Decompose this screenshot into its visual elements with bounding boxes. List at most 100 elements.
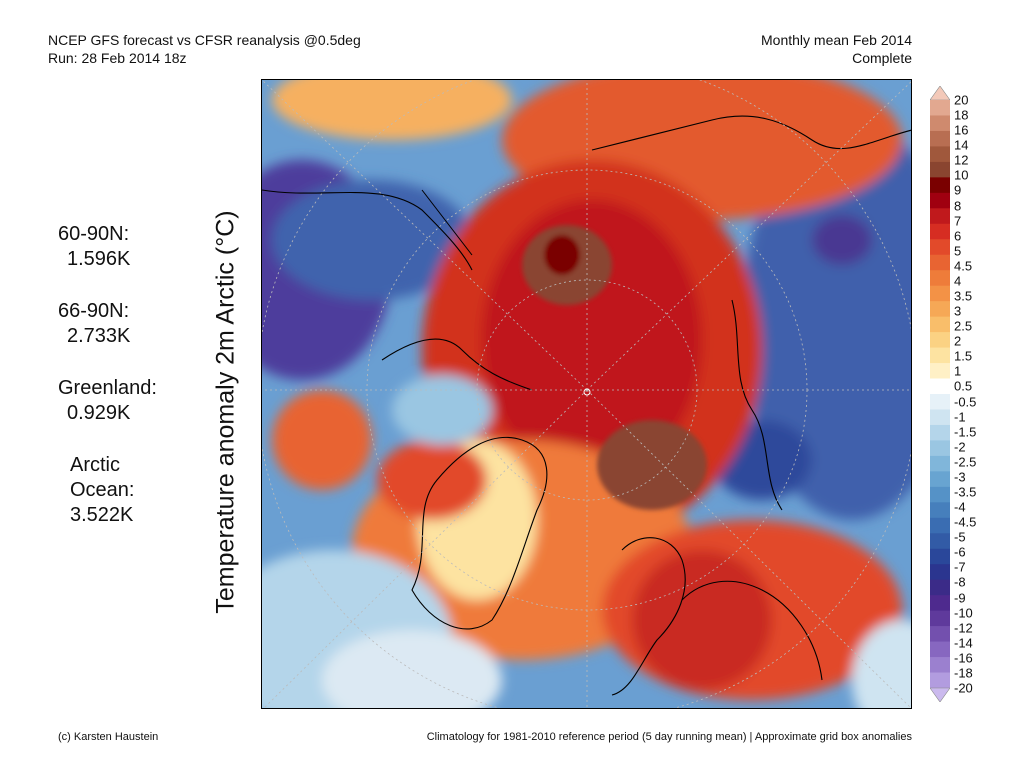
colorbar-segment bbox=[930, 192, 950, 209]
colorbar-label: -3 bbox=[954, 469, 966, 485]
colorbar-label: 9 bbox=[954, 182, 962, 198]
colorbar-label: -2.5 bbox=[954, 454, 977, 470]
colorbar-label: -7 bbox=[954, 559, 966, 575]
stat-value: 0.929K bbox=[67, 402, 131, 424]
colorbar-segment bbox=[930, 239, 950, 256]
colorbar-label: -5 bbox=[954, 529, 966, 545]
colorbar-segment bbox=[930, 471, 950, 488]
colorbar-segment bbox=[930, 533, 950, 550]
colorbar-label: 18 bbox=[954, 107, 969, 123]
dateline-boundary bbox=[421, 189, 473, 256]
header-left: NCEP GFS forecast vs CFSR reanalysis @0.… bbox=[48, 31, 361, 67]
colorbar-label: 1.5 bbox=[954, 348, 973, 364]
colorbar-segment bbox=[930, 641, 950, 658]
anomaly-field bbox=[262, 80, 911, 708]
copyright: (c) Karsten Haustein bbox=[58, 731, 159, 743]
colorbar-segment bbox=[930, 270, 950, 287]
colorbar-segment bbox=[930, 502, 950, 519]
colorbar-label: -10 bbox=[954, 605, 973, 621]
colorbar-label: 5 bbox=[954, 243, 962, 259]
colorbar-segment bbox=[930, 254, 950, 271]
colorbar-segment bbox=[930, 595, 950, 612]
colorbar-label: -1.5 bbox=[954, 424, 977, 440]
colorbar-label: -8 bbox=[954, 574, 966, 590]
regional-stats: 60-90N: 1.596K 66-90N: 2.733K Greenland:… bbox=[58, 222, 208, 555]
colorbar-segment bbox=[930, 564, 950, 581]
colorbar-top-arrow bbox=[930, 86, 950, 101]
colorbar-segment bbox=[930, 332, 950, 349]
colorbar-segment bbox=[930, 440, 950, 457]
stat-label: Greenland: bbox=[58, 377, 157, 399]
colorbar-label: -12 bbox=[954, 620, 973, 636]
colorbar-segment bbox=[930, 517, 950, 534]
north-pole-marker bbox=[583, 388, 591, 396]
colorbar-label: -18 bbox=[954, 665, 973, 681]
colorbar-label: -0.5 bbox=[954, 394, 977, 410]
colorbar-segment bbox=[930, 657, 950, 674]
colorbar-segment bbox=[930, 161, 950, 178]
colorbar-segment bbox=[930, 223, 950, 240]
stat-label: 60-90N: bbox=[58, 223, 130, 245]
anomaly-maxima bbox=[522, 225, 707, 510]
colorbar-segment bbox=[930, 394, 950, 410]
colorbar-segment bbox=[930, 610, 950, 627]
stat-value: 3.522K bbox=[70, 504, 134, 526]
header-right: Monthly mean Feb 2014 Complete bbox=[761, 31, 912, 67]
colorbar-label: 10 bbox=[954, 167, 969, 183]
colorbar-segment bbox=[930, 672, 950, 689]
colorbar-label: 3 bbox=[954, 303, 962, 319]
stat-value: 2.733K bbox=[67, 325, 131, 347]
colorbar-segment bbox=[930, 548, 950, 565]
colorbar-segment bbox=[930, 177, 950, 194]
stat-60-90n: 60-90N: 1.596K bbox=[58, 222, 208, 272]
colorbar-segment bbox=[930, 146, 950, 163]
colorbar-label: -9 bbox=[954, 590, 966, 606]
run-time: Run: 28 Feb 2014 18z bbox=[48, 50, 187, 66]
colorbar-label: 8 bbox=[954, 198, 962, 214]
colorbar-label: 4 bbox=[954, 273, 962, 289]
colorbar-label: 2.5 bbox=[954, 318, 973, 334]
model-title: NCEP GFS forecast vs CFSR reanalysis @0.… bbox=[48, 32, 361, 48]
colorbar-segment bbox=[930, 579, 950, 596]
colorbar-label: -16 bbox=[954, 650, 973, 666]
colorbar-segment bbox=[930, 424, 950, 441]
colorbar-label: 7 bbox=[954, 213, 962, 229]
colorbar-segment bbox=[930, 455, 950, 472]
climatology-note: Climatology for 1981-2010 reference peri… bbox=[426, 731, 912, 743]
colorbar-label: -3.5 bbox=[954, 484, 977, 500]
stat-greenland: Greenland: 0.929K bbox=[58, 376, 208, 426]
colorbar-segment bbox=[930, 316, 950, 333]
colorbar-label: -4 bbox=[954, 499, 966, 515]
colorbar-segment bbox=[930, 115, 950, 132]
colorbar-label: -20 bbox=[954, 680, 973, 696]
colorbar-segment bbox=[930, 130, 950, 147]
colorbar-label: -4.5 bbox=[954, 514, 977, 530]
colorbar-label: 0.5 bbox=[954, 378, 973, 394]
colorbar-label: 14 bbox=[954, 137, 969, 153]
stat-66-90n: 66-90N: 2.733K bbox=[58, 299, 208, 349]
colorbar-label: 20 bbox=[954, 92, 969, 108]
colorbar-label: 16 bbox=[954, 122, 969, 138]
colorbar-label: 2 bbox=[954, 333, 962, 349]
colorbar-bottom-arrow bbox=[930, 687, 950, 702]
colorbar bbox=[930, 86, 950, 702]
colorbar-label: -2 bbox=[954, 439, 966, 455]
colorbar-segment bbox=[930, 626, 950, 643]
colorbar-segment bbox=[930, 363, 950, 380]
colorbar-label: 1 bbox=[954, 363, 962, 379]
arctic-anomaly-map bbox=[261, 79, 912, 709]
colorbar-label: 12 bbox=[954, 152, 969, 168]
stat-label: 66-90N: bbox=[58, 300, 130, 322]
colorbar-labels: 20 18 16 14 12 10 9 8 7 6 5 4.5 4 3.5 3 2.5 2 1.5 1 0.5 -0.5… bbox=[954, 86, 1014, 702]
stat-label: Arctic bbox=[70, 454, 120, 476]
colorbar-segment bbox=[930, 285, 950, 302]
period-title: Monthly mean Feb 2014 bbox=[761, 32, 912, 48]
colorbar-label: -14 bbox=[954, 635, 973, 651]
coastlines bbox=[262, 115, 911, 696]
colorbar-label: 4.5 bbox=[954, 258, 973, 274]
colorbar-segment bbox=[930, 486, 950, 503]
stat-value: 1.596K bbox=[67, 248, 131, 270]
graticule bbox=[262, 80, 911, 708]
colorbar-segment bbox=[930, 208, 950, 225]
colorbar-label: -6 bbox=[954, 544, 966, 560]
